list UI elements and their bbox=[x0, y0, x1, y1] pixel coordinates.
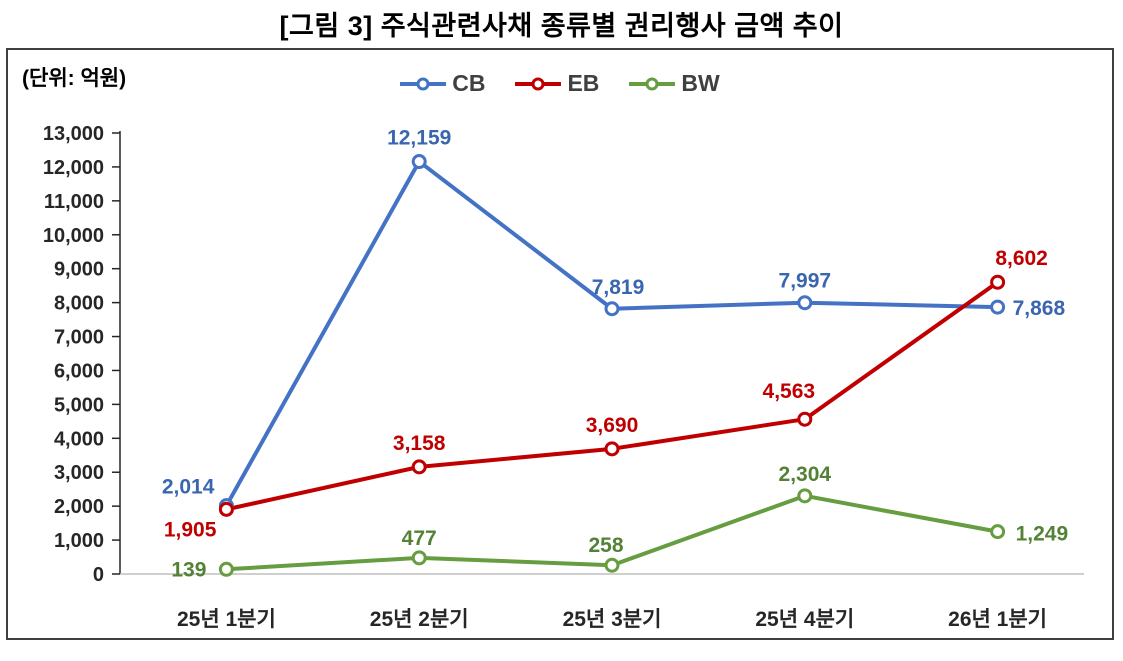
legend-swatch-icon bbox=[400, 77, 447, 90]
data-point-BW bbox=[604, 557, 620, 573]
data-label-EB: 3,158 bbox=[393, 432, 446, 455]
data-point-BW bbox=[990, 524, 1006, 540]
x-category-label: 25년 1분기 bbox=[177, 608, 276, 631]
x-category-label: 25년 4분기 bbox=[755, 608, 854, 631]
y-tick-label: 11,000 bbox=[44, 191, 104, 213]
y-tick-label: 1,000 bbox=[54, 530, 104, 552]
y-tick-label: 13,000 bbox=[43, 123, 104, 145]
data-point-CB bbox=[411, 154, 427, 170]
legend-label: BW bbox=[681, 70, 720, 96]
data-point-CB bbox=[990, 299, 1006, 315]
data-label-EB: 3,690 bbox=[586, 414, 639, 437]
data-label-EB: 4,563 bbox=[763, 380, 816, 403]
legend-item-CB: CB bbox=[400, 70, 485, 97]
series-line-EB bbox=[224, 280, 1000, 512]
legend-label: EB bbox=[567, 70, 600, 96]
y-tick-label: 0 bbox=[93, 564, 104, 586]
chart-title: [그림 3] 주식관련사채 종류별 권리행사 금액 추이 bbox=[279, 11, 844, 41]
unit-label: (단위: 억원) bbox=[22, 67, 127, 90]
legend-swatch-icon bbox=[629, 77, 676, 90]
y-tick-label: 12,000 bbox=[43, 157, 104, 179]
x-category-label: 25년 2분기 bbox=[370, 608, 469, 631]
legend-item-BW: BW bbox=[629, 70, 720, 97]
data-point-CB bbox=[604, 301, 620, 317]
y-tick-label: 4,000 bbox=[54, 428, 104, 450]
data-point-BW bbox=[411, 550, 427, 566]
y-tick-label: 5,000 bbox=[54, 394, 104, 416]
data-label-CB: 12,159 bbox=[387, 127, 451, 150]
plot-canvas: 0 1,000 2,000 3,000 4,000 5,000 6,000 7,000 8,00… bbox=[43, 123, 1084, 631]
y-tick-label: 7,000 bbox=[54, 327, 104, 349]
legend-item-EB: EB bbox=[515, 70, 599, 97]
data-point-EB bbox=[990, 274, 1006, 290]
y-tick-label: 10,000 bbox=[43, 225, 104, 247]
data-point-BW bbox=[218, 561, 234, 577]
legend-label: CB bbox=[452, 70, 486, 96]
data-label-BW: 1,249 bbox=[1016, 523, 1069, 546]
data-label-BW: 2,304 bbox=[779, 463, 832, 486]
y-tick-label: 8,000 bbox=[54, 293, 104, 315]
data-point-EB bbox=[218, 501, 234, 517]
data-label-CB: 2,014 bbox=[162, 476, 215, 499]
data-point-EB bbox=[797, 411, 813, 427]
data-point-EB bbox=[411, 459, 427, 475]
data-label-CB: 7,868 bbox=[1013, 297, 1066, 320]
x-category-label: 25년 3분기 bbox=[563, 608, 662, 631]
y-tick-label: 2,000 bbox=[54, 496, 104, 518]
data-label-EB: 8,602 bbox=[995, 247, 1048, 270]
data-label-CB: 7,819 bbox=[592, 276, 645, 299]
y-tick-label: 6,000 bbox=[54, 360, 104, 382]
legend-swatch-icon bbox=[515, 77, 562, 90]
x-category-label: 26년 1분기 bbox=[948, 608, 1047, 631]
legend: CB EB BW bbox=[8, 70, 1112, 97]
data-label-BW: 139 bbox=[171, 558, 206, 581]
data-label-CB: 7,997 bbox=[779, 270, 832, 293]
data-label-BW: 477 bbox=[402, 527, 437, 550]
chart-area: (단위: 억원) CB EB BW 0 1,000 2,000 3,000 4,000 5,0… bbox=[6, 48, 1114, 640]
data-label-EB: 1,905 bbox=[164, 518, 217, 541]
data-point-BW bbox=[797, 488, 813, 504]
y-tick-label: 3,000 bbox=[54, 462, 104, 484]
data-point-CB bbox=[797, 295, 813, 311]
y-tick-label: 9,000 bbox=[54, 259, 104, 281]
data-point-EB bbox=[604, 441, 620, 457]
data-label-BW: 258 bbox=[588, 534, 623, 557]
